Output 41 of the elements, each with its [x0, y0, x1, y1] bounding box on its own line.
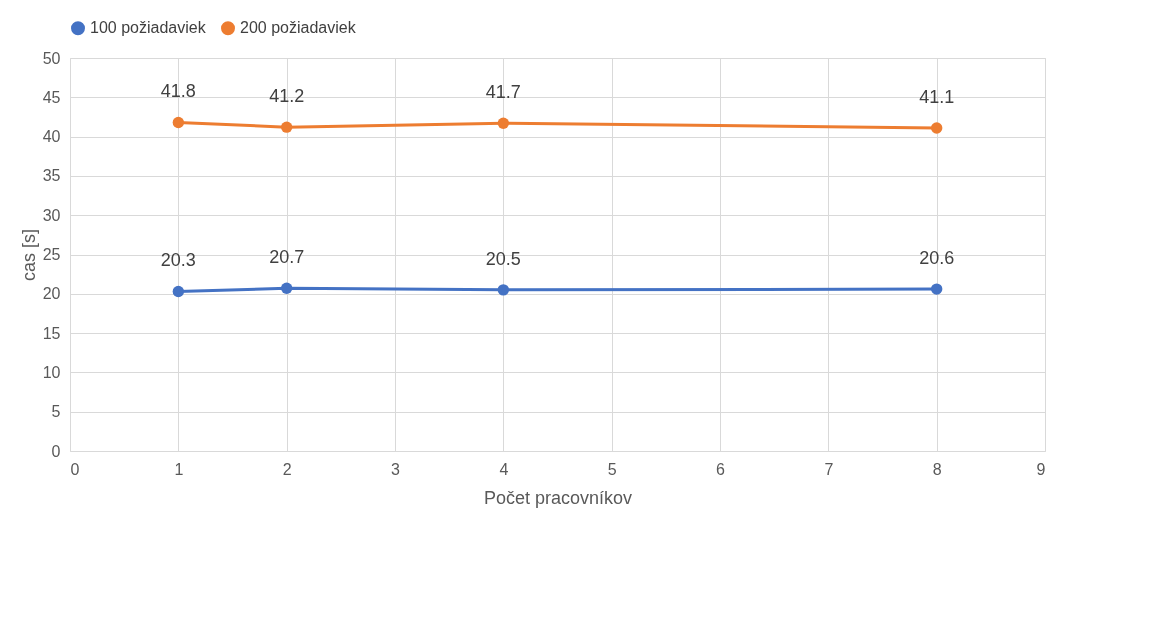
legend-label: 100 požiadaviek — [90, 19, 207, 37]
data-label: 41.2 — [269, 86, 305, 107]
x-tick-label: 0 — [70, 460, 80, 478]
data-label: 20.5 — [485, 248, 521, 269]
x-tick-label: 4 — [499, 460, 509, 478]
x-tick-label: 3 — [391, 460, 401, 478]
data-label: 41.1 — [919, 86, 955, 107]
point — [497, 284, 510, 296]
y-tick-label: 20 — [42, 285, 61, 303]
x-tick-label: 9 — [1036, 460, 1046, 478]
point — [497, 117, 510, 129]
y-tick-label: 5 — [51, 403, 61, 421]
point — [930, 283, 943, 295]
data-label: 20.6 — [919, 248, 955, 269]
y-tick-label: 30 — [42, 206, 61, 224]
x-tick-label: 1 — [174, 460, 184, 478]
y-tick-label: 35 — [42, 167, 61, 185]
point — [280, 282, 293, 294]
y-tick-label: 45 — [42, 88, 61, 106]
x-axis-title: Počet pracovníkov — [483, 487, 633, 508]
data-label: 41.8 — [160, 81, 196, 102]
x-tick-label: 2 — [282, 460, 292, 478]
y-tick-label: 15 — [42, 324, 61, 342]
y-tick-label: 40 — [42, 128, 61, 146]
point — [172, 116, 185, 129]
point — [280, 121, 293, 133]
y-tick-label: 50 — [42, 49, 61, 67]
y-tick-label: 25 — [42, 246, 61, 263]
data-label: 41.7 — [485, 82, 521, 103]
point — [930, 122, 943, 134]
y-axis-title: cas [s] — [18, 228, 39, 282]
x-tick-label: 7 — [824, 460, 834, 478]
legend-label: 200 požiadaviek — [240, 19, 357, 37]
data-label: 20.3 — [160, 250, 196, 271]
point — [172, 285, 185, 298]
x-tick-label: 5 — [607, 460, 617, 478]
data-label: 20.7 — [269, 247, 305, 268]
y-tick-label: 0 — [51, 442, 61, 460]
x-tick-label: 6 — [716, 460, 726, 478]
y-tick-label: 10 — [42, 363, 61, 381]
x-tick-label: 8 — [932, 460, 942, 478]
